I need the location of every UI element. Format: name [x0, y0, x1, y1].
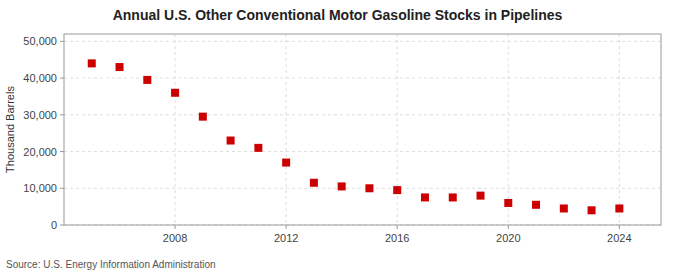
- source-note: Source: U.S. Energy Information Administ…: [6, 259, 216, 270]
- y-axis-label: Thousand Barrels: [4, 86, 16, 173]
- x-tick-label: 2016: [385, 232, 409, 244]
- y-tick: [60, 78, 64, 79]
- point: [282, 159, 290, 167]
- y-tick-label: 50,000: [23, 35, 57, 47]
- chart-svg: Annual U.S. Other Conventional Motor Gas…: [0, 0, 675, 275]
- point: [199, 113, 207, 121]
- point: [560, 204, 568, 212]
- y-grid-line: [64, 114, 661, 115]
- y-tick: [60, 151, 64, 152]
- y-tick: [60, 225, 64, 226]
- x-tick: [175, 225, 176, 229]
- x-tick-label: 2008: [163, 232, 187, 244]
- point: [254, 144, 262, 152]
- y-tick: [60, 188, 64, 189]
- point: [171, 89, 179, 97]
- page: {"chart_data": {"type": "scatter", "titl…: [0, 0, 675, 275]
- x-axis: 2008 2012 2016 2020 2024: [163, 225, 632, 244]
- x-tick: [397, 225, 398, 229]
- x-tick-label: 2012: [274, 232, 298, 244]
- point: [449, 193, 457, 201]
- point: [477, 192, 485, 200]
- x-grid-line: [619, 34, 620, 225]
- point: [365, 184, 373, 192]
- point: [504, 199, 512, 207]
- x-grid-line: [508, 34, 509, 225]
- chart-title: Annual U.S. Other Conventional Motor Gas…: [113, 7, 563, 23]
- x-grid-line: [397, 34, 398, 225]
- point: [143, 76, 151, 84]
- points: [88, 59, 624, 214]
- y-tick-label: 0: [51, 219, 57, 231]
- x-grid-line: [175, 34, 176, 225]
- point: [116, 63, 124, 71]
- y-grid-line: [64, 41, 661, 42]
- y-grid-line: [64, 188, 661, 189]
- point: [338, 182, 346, 190]
- x-tick: [286, 225, 287, 229]
- point: [532, 201, 540, 209]
- y-tick-label: 40,000: [23, 72, 57, 84]
- x-grid-line: [286, 34, 287, 225]
- plot-frame: [64, 34, 661, 225]
- point: [393, 186, 401, 194]
- y-axis: 0 10,000 20,000 30,000 40,000 50,000: [23, 35, 64, 231]
- y-tick: [60, 41, 64, 42]
- point: [588, 206, 596, 214]
- x-tick: [508, 225, 509, 229]
- point: [310, 179, 318, 187]
- y-tick-label: 10,000: [23, 182, 57, 194]
- y-tick-label: 20,000: [23, 146, 57, 158]
- x-tick: [619, 225, 620, 229]
- y-grid-line: [64, 151, 661, 152]
- x-tick-label: 2024: [607, 232, 631, 244]
- x-tick-label: 2020: [496, 232, 520, 244]
- grid: [64, 34, 661, 225]
- y-tick-label: 30,000: [23, 109, 57, 121]
- point: [421, 193, 429, 201]
- y-grid-line: [64, 78, 661, 79]
- y-tick: [60, 114, 64, 115]
- point: [88, 59, 96, 67]
- point: [227, 137, 235, 145]
- chart-container: Annual U.S. Other Conventional Motor Gas…: [0, 0, 675, 275]
- point: [615, 204, 623, 212]
